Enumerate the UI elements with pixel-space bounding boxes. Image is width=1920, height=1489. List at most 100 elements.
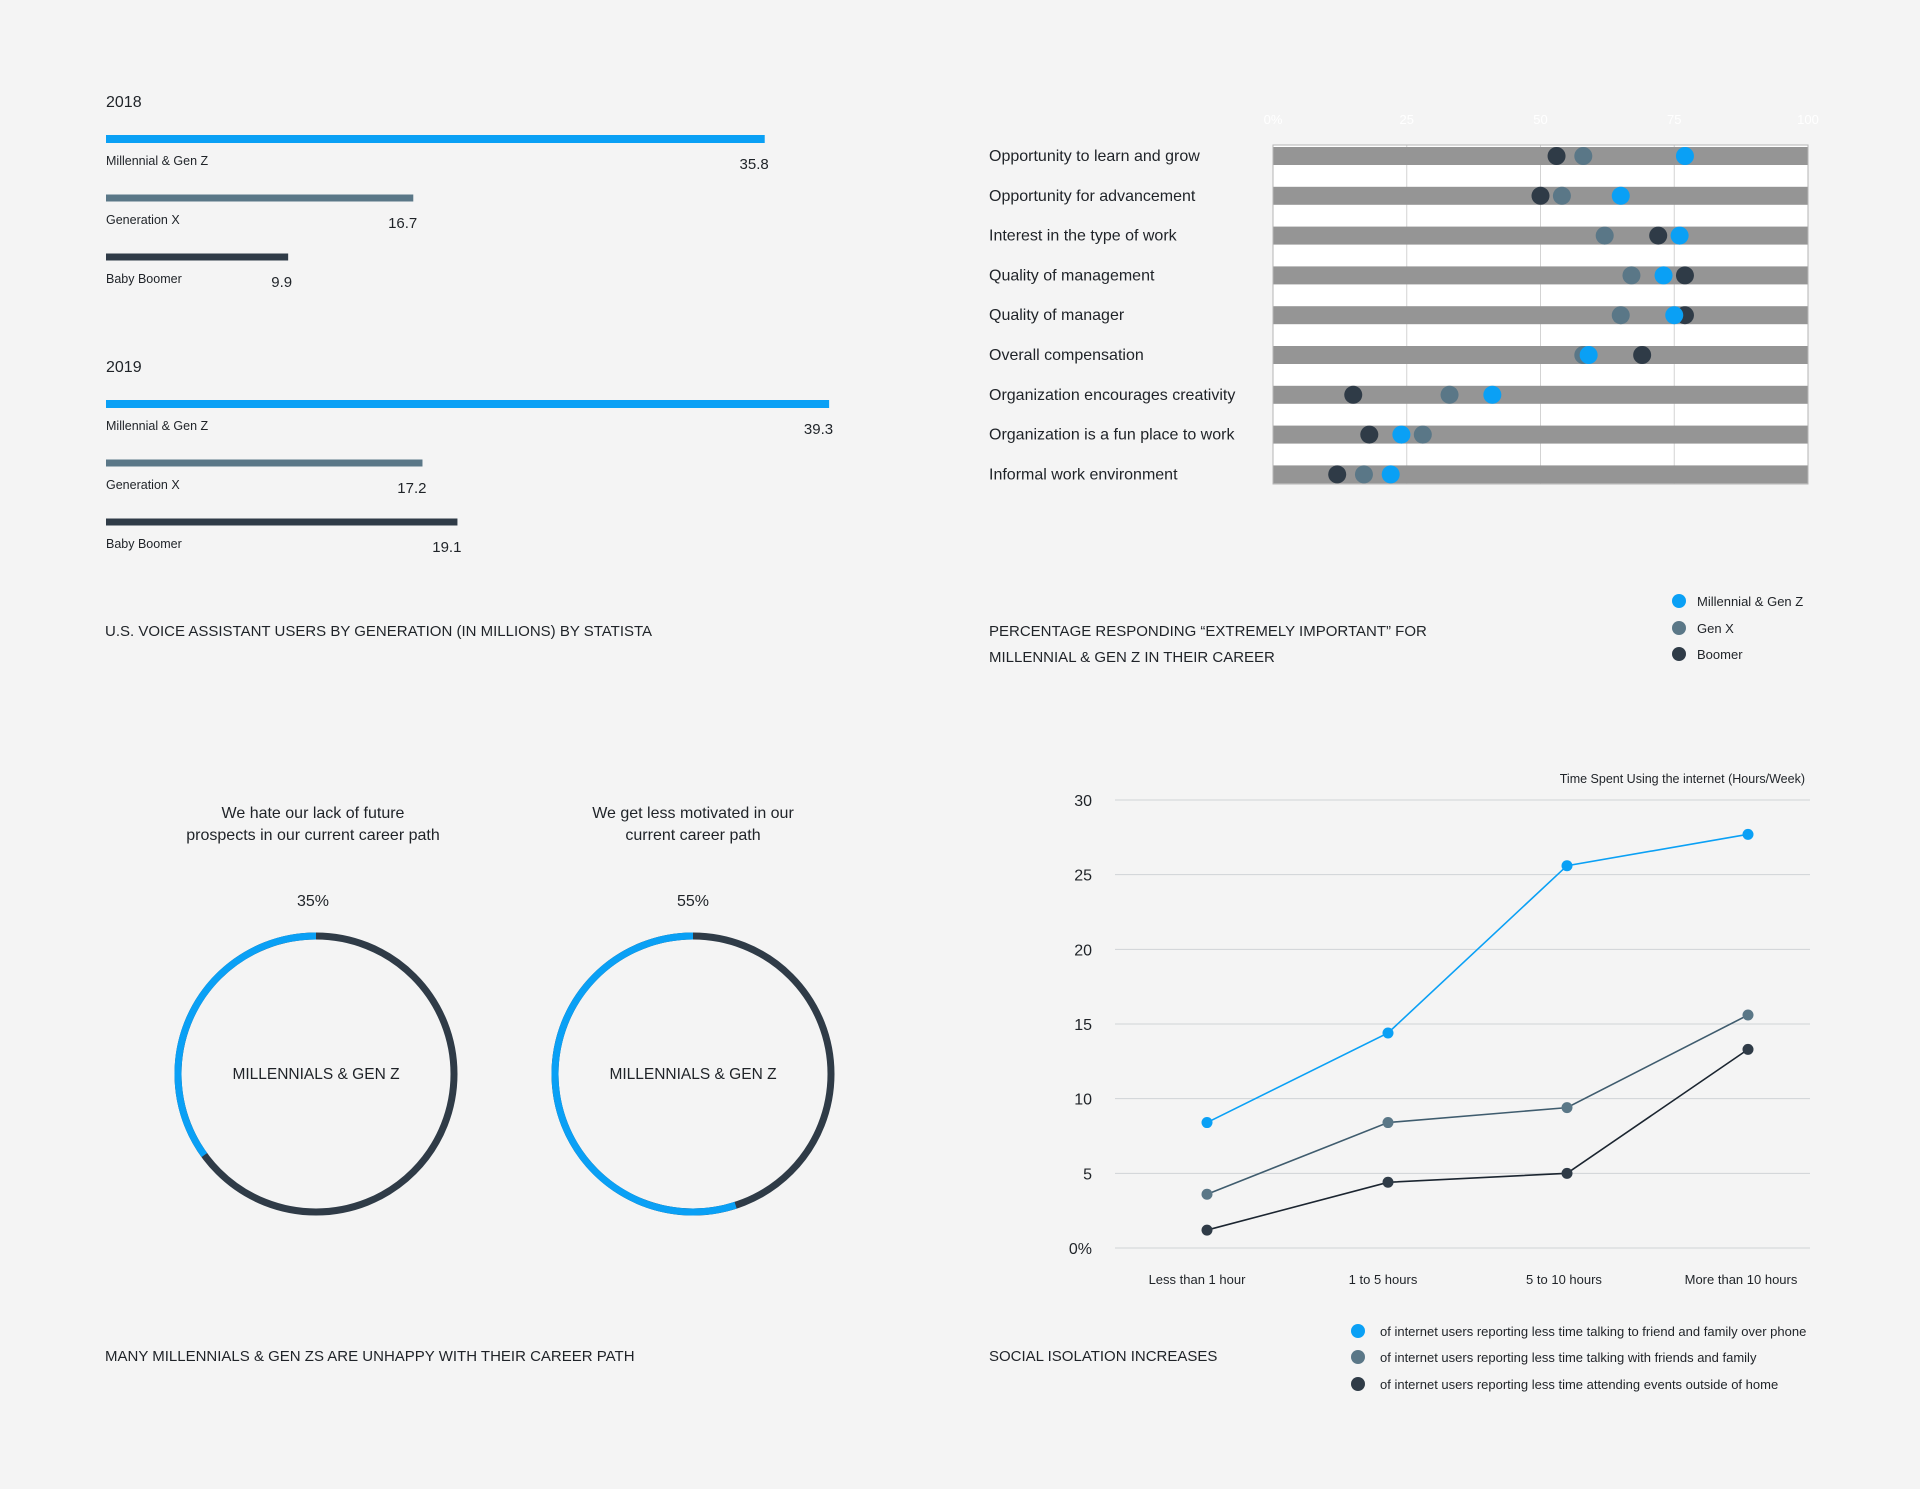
row-band — [1273, 266, 1808, 285]
data-point — [1595, 226, 1614, 245]
donut-percent-label: 35% — [297, 893, 329, 910]
series-point — [1382, 1117, 1394, 1129]
row-band — [1273, 306, 1808, 325]
data-point — [1531, 186, 1550, 205]
legend-label: Boomer — [1697, 647, 1743, 662]
legend-marker — [1672, 647, 1686, 661]
x-tick-label: 5 to 10 hours — [1526, 1272, 1602, 1287]
row-label: Quality of manager — [989, 307, 1125, 324]
series-point — [1561, 860, 1573, 872]
donut-question-line: prospects in our current career path — [186, 827, 439, 844]
series-point — [1742, 1009, 1754, 1021]
donut-center-label: MILLENNIALS & GEN Z — [232, 1066, 399, 1083]
bar — [106, 518, 458, 526]
bar-category-label: Generation X — [106, 478, 180, 492]
series-point — [1561, 1102, 1573, 1114]
y-tick-label: 10 — [1074, 1092, 1092, 1109]
bar-category-label: Millennial & Gen Z — [106, 154, 208, 168]
x-tick-label: 25 — [1400, 112, 1414, 127]
row-band — [1273, 147, 1808, 165]
data-point — [1552, 186, 1571, 205]
data-point — [1611, 306, 1630, 325]
donut-center-label: MILLENNIALS & GEN Z — [609, 1066, 776, 1083]
extremely-important-title-line-1: PERCENTAGE RESPONDING “EXTREMELY IMPORTA… — [989, 623, 1427, 640]
series-line — [1206, 833, 1749, 1124]
series-point — [1561, 1167, 1573, 1179]
data-point — [1483, 385, 1502, 404]
data-point — [1392, 425, 1411, 444]
data-point — [1344, 385, 1363, 404]
extremely-important-title-line-2: MILLENNIAL & GEN Z IN THEIR CAREER — [989, 649, 1275, 666]
social-isolation-title: SOCIAL ISOLATION INCREASES — [989, 1348, 1217, 1365]
legend-label: of internet users reporting less time at… — [1380, 1377, 1778, 1392]
data-point — [1381, 465, 1400, 484]
x-tick-label: 100 — [1797, 112, 1819, 127]
data-point — [1360, 425, 1379, 444]
data-point — [1354, 465, 1373, 484]
series-line — [1206, 1048, 1749, 1231]
data-point — [1649, 226, 1668, 245]
bar — [106, 459, 423, 467]
row-label: Opportunity to learn and grow — [989, 148, 1200, 165]
legend-label: of internet users reporting less time ta… — [1380, 1324, 1806, 1339]
data-point — [1440, 385, 1459, 404]
data-point — [1413, 425, 1432, 444]
row-band — [1273, 425, 1808, 444]
y-tick-label: 5 — [1083, 1166, 1092, 1183]
row-label: Interest in the type of work — [989, 228, 1178, 245]
legend-label: of internet users reporting less time ta… — [1380, 1350, 1757, 1365]
data-point — [1675, 266, 1694, 285]
donut-question-line: We get less motivated in our — [592, 805, 794, 822]
x-tick-label: 75 — [1667, 112, 1681, 127]
row-label: Organization is a fun place to work — [989, 427, 1235, 444]
data-point — [1675, 147, 1694, 165]
row-label: Informal work environment — [989, 466, 1178, 483]
voice-assistant-chart: 2018 Millennial & Gen Z 35.8 Generation X 16… — [105, 94, 833, 640]
voice-assistant-title: U.S. VOICE ASSISTANT USERS BY GENERATION… — [105, 623, 652, 640]
donut-question-line: We hate our lack of future — [222, 805, 405, 822]
series-point — [1382, 1027, 1394, 1039]
legend-marker — [1672, 594, 1686, 608]
data-point — [1633, 346, 1652, 364]
bar — [106, 135, 765, 143]
series-line — [1206, 1014, 1749, 1195]
bar-value-label: 17.2 — [397, 480, 426, 497]
social-isolation-chart: Time Spent Using the internet (Hours/Wee… — [989, 772, 1810, 1392]
legend-label: Millennial & Gen Z — [1697, 594, 1803, 609]
year-label: 2018 — [106, 94, 142, 111]
y-tick-label: 25 — [1074, 868, 1092, 885]
donut-arc — [174, 932, 317, 1158]
x-tick-label: 1 to 5 hours — [1349, 1272, 1418, 1287]
data-point — [1665, 306, 1684, 325]
plot-frame — [1272, 144, 1809, 485]
row-band — [1273, 226, 1808, 245]
data-point — [1574, 147, 1593, 165]
bar-value-label: 16.7 — [388, 215, 417, 232]
y-tick-label: 15 — [1074, 1017, 1092, 1034]
bar-category-label: Baby Boomer — [106, 272, 182, 286]
data-point — [1670, 226, 1689, 245]
line-chart-subtitle: Time Spent Using the internet (Hours/Wee… — [1560, 772, 1805, 786]
x-tick-label: Less than 1 hour — [1149, 1272, 1247, 1287]
donut-percent-label: 55% — [677, 893, 709, 910]
year-label: 2019 — [106, 359, 142, 376]
donut-question-line: current career path — [625, 827, 760, 844]
donut-arc — [551, 932, 737, 1216]
legend-marker — [1351, 1350, 1365, 1364]
series-point — [1382, 1176, 1394, 1188]
row-band — [1273, 465, 1808, 484]
legend-marker — [1351, 1377, 1365, 1391]
career-path-title: MANY MILLENNIALS & GEN ZS ARE UNHAPPY WI… — [105, 1348, 635, 1365]
x-tick-label: 50 — [1533, 112, 1547, 127]
row-label: Overall compensation — [989, 347, 1144, 364]
bar-category-label: Baby Boomer — [106, 537, 182, 551]
data-point — [1611, 186, 1630, 205]
bar — [106, 194, 414, 202]
bar — [106, 400, 830, 408]
data-point — [1547, 147, 1566, 165]
bar — [106, 253, 289, 261]
y-tick-label: 20 — [1074, 942, 1092, 959]
y-tick-label: 0% — [1069, 1241, 1092, 1258]
row-label: Opportunity for advancement — [989, 188, 1196, 205]
row-band — [1273, 385, 1808, 404]
